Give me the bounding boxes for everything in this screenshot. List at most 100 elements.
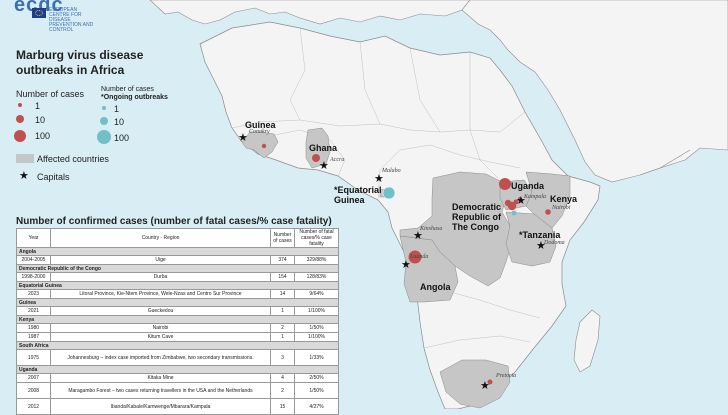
legend-ongoing-dot-1 (102, 106, 106, 110)
table-row: 1980 Nairobi 2 1/50% (16, 323, 339, 333)
table-row: 2007 Kitaka Mine 4 2/50% (16, 373, 339, 383)
table-section-row: Kenya (16, 315, 339, 324)
legend-cases-10: 10 (35, 115, 46, 125)
city-kinshasa: Kinshasa (420, 226, 443, 232)
case-circle-uganda-3 (513, 199, 519, 205)
cell-fatal: 1/50% (294, 323, 339, 333)
ecdc-logo: ecdc EUROPEAN CENTRE FOR DISEASE PREVENT… (12, 0, 93, 33)
case-circle-ghana (312, 154, 320, 162)
table-header-year: Year (16, 228, 51, 248)
legend-dot-100 (14, 130, 26, 142)
capital-star-malabo: ★ (374, 173, 384, 185)
arabia-coast (639, 149, 691, 176)
country-label-ghana: Ghana (309, 143, 338, 153)
table-header-cases: Number of cases (270, 228, 295, 248)
legend-cases-100: 100 (35, 131, 51, 141)
map-title: Marburg virus disease outbreaks in Afric… (16, 48, 144, 77)
table-row: 2008 Maragambo Forest – two cases return… (16, 382, 339, 399)
capital-star-kampala: ★ (516, 195, 526, 207)
table-section-row: Democratic Republic of the Congo (16, 264, 339, 273)
legend-dot-10 (16, 115, 24, 123)
legend-affected-swatch (16, 154, 34, 163)
cell-region: Uige (50, 255, 271, 265)
cell-fatal: 1/100% (294, 332, 339, 342)
table-section-row: South Africa (16, 341, 339, 350)
legend-ongoing-dot-10 (100, 117, 108, 125)
cell-region: Kitum Cave (50, 332, 271, 342)
affected-kenya (525, 171, 571, 229)
table-header-region: Country - Region (50, 228, 271, 248)
legend-ongoing-100: 100 (114, 133, 130, 143)
city-kampala: Kampala (524, 194, 547, 200)
case-circle-uganda-4 (518, 197, 522, 201)
cell-cases: 4 (270, 373, 295, 383)
legend-ongoing-1: 1 (114, 104, 120, 114)
logo-agency: EUROPEAN CENTRE FOR DISEASE PREVENTION A… (49, 7, 94, 33)
cell-cases: 374 (270, 255, 295, 265)
table-section-row: Uganda (16, 365, 339, 374)
cell-region: Durba (50, 272, 271, 282)
cell-year: 1998-2000 (16, 272, 51, 282)
case-circle-angola (408, 250, 422, 264)
capital-star-conakry: ★ (238, 132, 248, 144)
case-circle-guinea (261, 143, 267, 149)
cell-cases: 2 (270, 323, 295, 333)
case-circles (261, 143, 551, 385)
cell-region: Nairobi (50, 323, 271, 333)
city-pretoria: Pretoria (496, 373, 517, 379)
table-section-row: Angola (16, 247, 339, 256)
section-angola: Angola (16, 247, 339, 256)
legend-ongoing-title: Number of cases (101, 86, 154, 93)
case-circle-uganda-2 (507, 201, 517, 211)
table-row: 1987 Kitum Cave 1 1/100% (16, 332, 339, 342)
landmass-europe (149, 0, 471, 25)
cell-year: 2021 (16, 306, 51, 316)
affected-tanzania (505, 211, 557, 267)
cell-cases: 3 (270, 349, 295, 366)
table-row: 2023 Litoral Province, Kie-Ntem Province… (16, 289, 339, 299)
table-row: 2012 Ibanda/Kabale/Kamwenge/Mbarara/Kamp… (16, 398, 339, 415)
cell-region: Johannesburg – index case imported from … (50, 349, 271, 366)
capital-star-kinshasa: ★ (413, 230, 423, 242)
table-title: Number of confirmed cases (number of fat… (16, 216, 332, 227)
table-row: 1975 Johannesburg – index case imported … (16, 349, 339, 366)
affected-guinea (241, 131, 279, 159)
cell-year: 2012 (16, 398, 51, 415)
section-uganda: Uganda (16, 365, 339, 374)
cell-cases: 1 (270, 306, 295, 316)
cell-cases: 1 (270, 332, 295, 342)
table-row: 1998-2000 Durba 154 128/83% (16, 272, 339, 282)
country-label-kenya: Kenya (550, 194, 578, 204)
table-row: 2021 Gueckedou 1 1/100% (16, 306, 339, 316)
cell-year: 2023 (16, 289, 51, 299)
legend-cases-title: Number of cases (16, 89, 85, 99)
section-guinea: Guinea (16, 298, 339, 307)
cell-cases: 154 (270, 272, 295, 282)
cell-year: 2007 (16, 373, 51, 383)
cell-fatal: 1/50% (294, 382, 339, 399)
city-malabo: Malabo (382, 168, 401, 174)
cell-fatal: 1/100% (294, 306, 339, 316)
city-luanda: Luanda (410, 254, 429, 260)
table-header-fatal: Number of fatal cases/% case fatality (294, 228, 339, 248)
legend-affected-label: Affected countries (37, 154, 109, 164)
cell-year: 1980 (16, 323, 51, 333)
section-equatorial-guinea: Equatorial Guinea (16, 281, 339, 290)
country-label-equatorial-guinea: *Equatorial Guinea (334, 185, 382, 205)
city-dodoma: Dodoma (544, 240, 565, 246)
cell-cases: 15 (270, 398, 295, 415)
legend-star-icon: ★ (19, 170, 29, 182)
country-label-guinea: Guinea (245, 120, 276, 130)
legend-dot-1 (18, 103, 22, 107)
cell-year: 1975 (16, 349, 51, 366)
country-label-angola: Angola (420, 282, 451, 292)
legend-cases-1: 1 (35, 101, 41, 111)
capital-star-accra: ★ (319, 160, 329, 172)
capital-star-luanda: ★ (401, 259, 411, 271)
landmass-middle-east (461, 0, 728, 183)
city-nairobi: Nairobi (552, 205, 571, 211)
legend-ongoing-dot-100 (97, 130, 111, 144)
cases-table: Year Country - Region Number of cases Nu… (16, 228, 339, 415)
cell-region: Ibanda/Kabale/Kamwenge/Mbarara/Kampala (50, 398, 271, 415)
city-accra: Accra (330, 157, 345, 163)
